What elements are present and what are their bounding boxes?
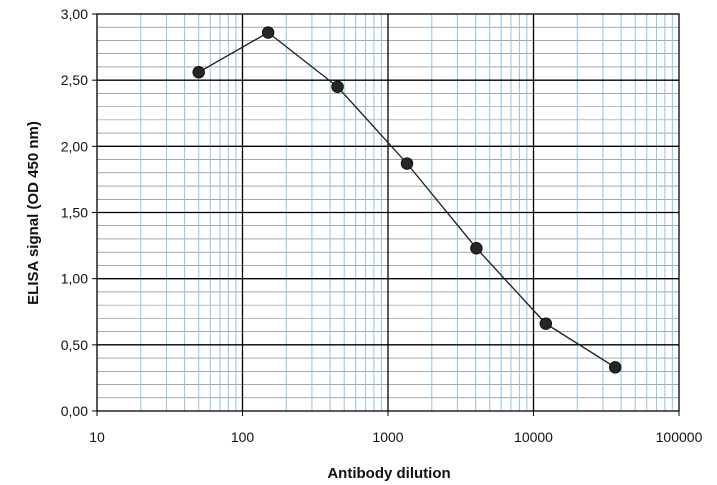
data-point [470,242,483,255]
axes: 0,00 0,50 1,00 1,50 2,00 2,50 3,00 10 100 1000 100… [61,6,703,445]
y-tick-label: 1,00 [61,271,88,287]
data-point [261,26,275,39]
y-tick-label: 1,50 [61,205,88,221]
x-tick-label: 10 [89,429,105,445]
x-axis-title: Antibody dilution [327,465,450,482]
data-point [400,157,414,170]
y-tick-label: 0,00 [61,403,88,419]
y-axis-title: ELISA signal (OD 450 nm) [25,121,42,305]
x-tick-label: 100 [231,429,255,445]
data-point [539,317,553,330]
x-tick-label: 100000 [656,429,703,445]
grid [97,14,679,411]
data-point [331,80,344,93]
series [192,26,622,374]
y-tick-label: 3,00 [61,6,88,22]
y-tick-label: 2,00 [61,138,88,154]
data-point [192,66,205,79]
series-line [198,31,616,368]
x-tick-label: 10000 [514,429,553,445]
x-tick-label: 1000 [372,429,403,445]
y-tick-label: 2,50 [61,72,88,88]
y-tick-label: 0,50 [61,337,88,353]
data-point [609,361,622,374]
